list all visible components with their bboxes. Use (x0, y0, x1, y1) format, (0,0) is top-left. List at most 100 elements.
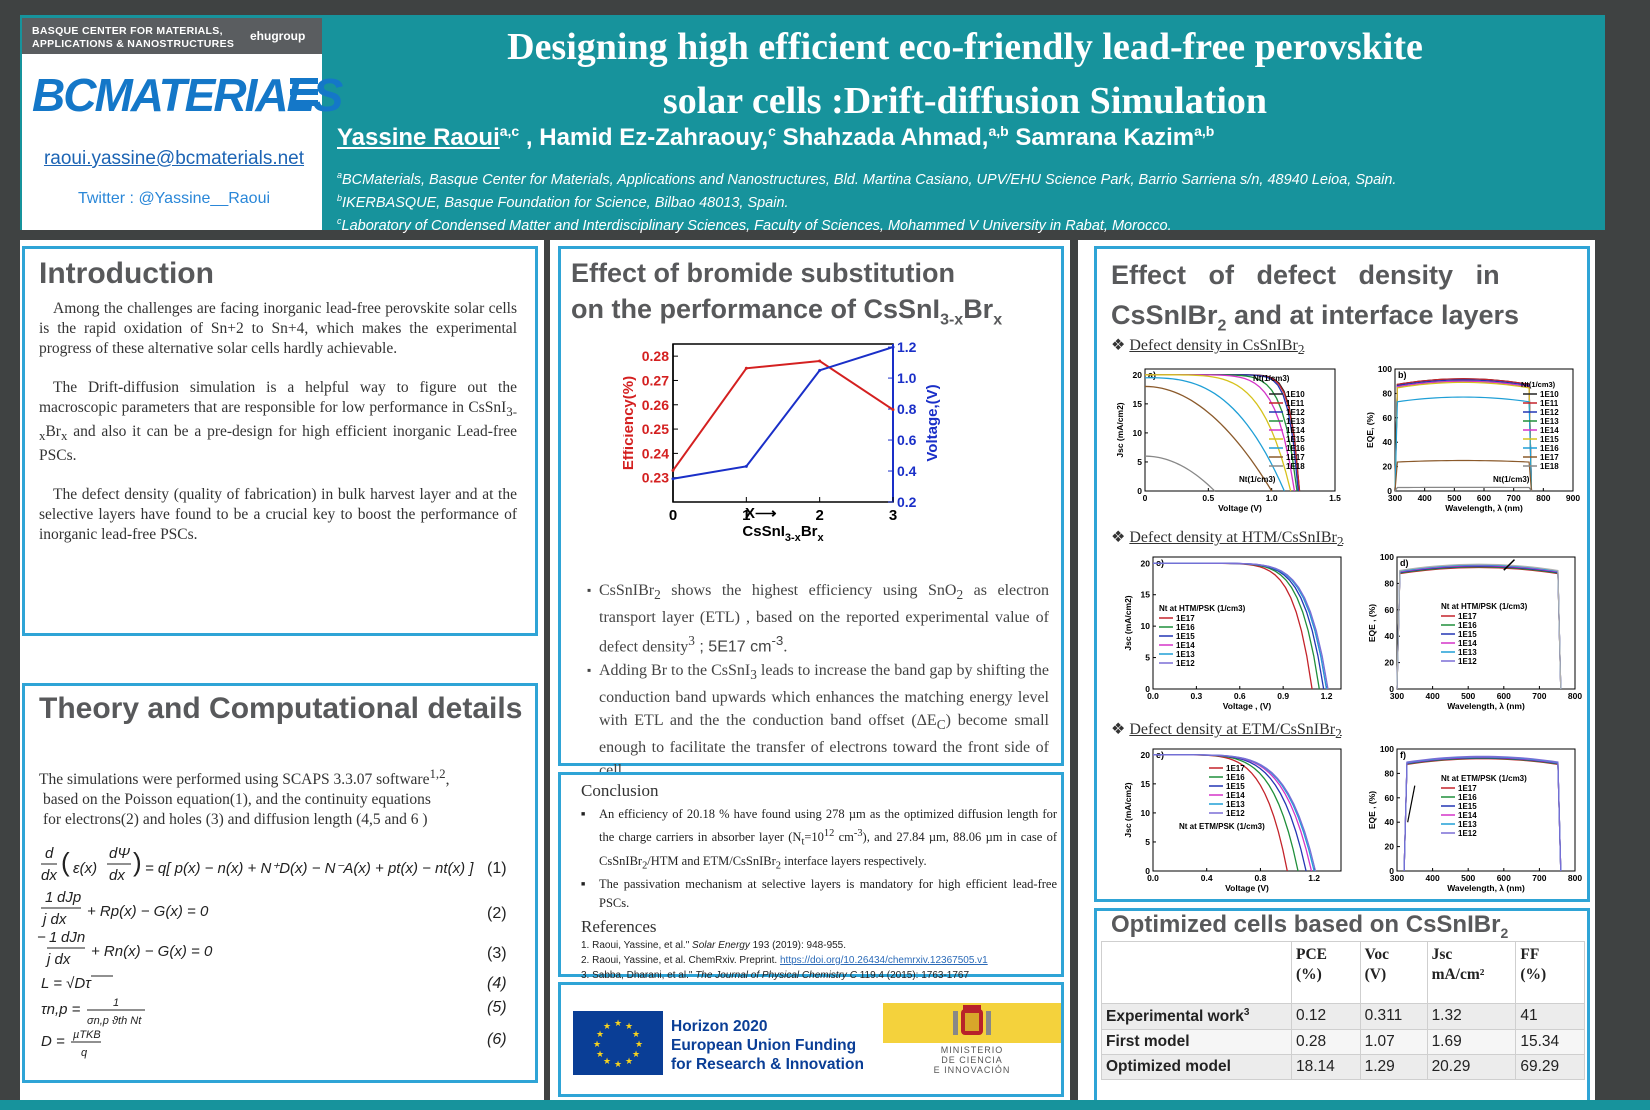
table-row-label: Optimized model (1101, 1054, 1292, 1081)
ministry-line1: MINISTERIO (940, 1045, 1004, 1055)
bromide-heading-text: Br (963, 294, 994, 324)
sub-sub: 2 (1336, 534, 1344, 550)
affiliation-c: cLaboratory of Condensed Matter and Inte… (337, 212, 1396, 235)
sub-text: Defect density at ETM/CsSnIBr (1129, 721, 1336, 738)
table-header-voc: Voc (V) (1359, 941, 1428, 1004)
author-email-link[interactable]: raoui.yassine@bcmaterials.net (43, 148, 305, 169)
bullet-sup: 3 (688, 633, 695, 649)
y-axis-title: Jsc (mA/cm2) (1115, 402, 1125, 457)
legend-label: 1E13 (1540, 417, 1559, 426)
legend-label: 1E17 (1458, 784, 1477, 793)
jv-curve-1E18 (1144, 455, 1216, 492)
right-axis-title: Voltage,(V) (924, 384, 941, 461)
twitter-handle[interactable]: Twitter : @Yassine__Raoui (77, 190, 271, 207)
panel-letter: b) (1398, 370, 1407, 380)
efficiency-point (671, 468, 675, 472)
eqe-curve-1E15 (1396, 565, 1562, 690)
plot-frame (1396, 556, 1576, 690)
title-line2: solar cells :Drift-diffusion Simulation (662, 80, 1268, 122)
eq1-dx: dx (41, 867, 57, 884)
author-sup: a,c (499, 123, 520, 139)
eq-number: (6) (487, 1031, 507, 1048)
title-line1: Designing high efficient eco-friendly le… (507, 26, 1423, 68)
legend-label: 1E11 (1286, 399, 1305, 408)
plot-frame (1152, 748, 1342, 872)
x-tick-label: 600 (1497, 873, 1511, 883)
defect-subheading-bulk: ❖ Defect density in CsSnIBr2 (1111, 337, 1305, 358)
x-axis-title: Voltage , (V) (1223, 701, 1272, 711)
reference-doi-link[interactable]: https://doi.org/10.26434/chemrxiv.123675… (779, 955, 988, 966)
table-row-label: First model (1101, 1029, 1292, 1056)
table-header-empty (1101, 941, 1292, 1004)
left-tick-label: 0.25 (642, 421, 669, 437)
eu-flag-icon: ★ ★ ★ ★ ★ ★ ★ ★ ★ ★ ★ ★ (573, 1011, 663, 1075)
references-heading: References (581, 917, 657, 936)
x-tick-label: 1.0 (1266, 493, 1278, 503)
legend-label: 1E16 (1458, 621, 1477, 630)
poster-title: Designing high efficient eco-friendly le… (330, 20, 1600, 128)
bullet-sup: -3 (771, 633, 784, 649)
legend-label: 1E17 (1286, 453, 1305, 462)
plot-legend: Nt at ETM/PSK (1/cm3)1E171E161E151E141E1… (1441, 774, 1527, 838)
theory-panel: Theory and Computational details The sim… (22, 683, 538, 1083)
eqe-plot-bulk: b) 300 400 500 600 700 800 900 0 20 40 60 80 100 Wavel… (1365, 364, 1580, 513)
spain-crest-icon (953, 1005, 991, 1035)
x-axis-title: Wavelength, λ (nm) (1445, 503, 1523, 513)
logo-institute-line1: BASQUE CENTER FOR MATERIALS, (32, 25, 223, 37)
concl-text: An efficiency of 20.18 % have found usin… (599, 807, 1057, 845)
svg-text:(: ( (61, 847, 70, 877)
author-sup: a,b (988, 123, 1009, 139)
legend-label: 1E15 (1176, 632, 1195, 641)
concl-text: /HTM and ETM/CsSnIBr (647, 853, 776, 868)
legend-title: Nt(1/cm3) (1521, 380, 1556, 389)
svg-text:1: 1 (45, 889, 53, 906)
y-tick-label: 10 (1141, 621, 1151, 631)
svg-text:1: 1 (113, 997, 119, 1009)
x-tick-label: 0.6 (1234, 691, 1246, 701)
y-tick-label: 20 (1385, 842, 1395, 852)
y-tick-label: 40 (1383, 437, 1393, 447)
y-axis-title: EQE , (%) (1367, 791, 1377, 829)
legend-label: 1E16 (1176, 623, 1195, 632)
svg-text:L = √Dτ: L = √Dτ (41, 975, 92, 992)
concl-sub: 2 (642, 860, 648, 872)
right-tick-label: 0.8 (897, 401, 917, 417)
y-tick-label: 0 (1387, 486, 1392, 496)
legend-label: 1E16 (1540, 444, 1559, 453)
th-line: (%) (1296, 966, 1322, 983)
jv-curve-1E17 (1144, 385, 1273, 492)
legend-label: 1E12 (1458, 829, 1477, 838)
eqe-curve-1E14 (1394, 380, 1533, 492)
theory-line-3: for electrons(2) and holes (3) and diffu… (43, 811, 428, 829)
voltage-point (744, 464, 748, 468)
x-tick-label: 0.0 (1147, 873, 1159, 883)
svg-text:q: q (81, 1047, 88, 1059)
concl-sub: t (801, 836, 805, 848)
plot-frame (1394, 368, 1574, 492)
logo-box: BASQUE CENTER FOR MATERIALS, APPLICATION… (22, 18, 343, 230)
reference-2: 2. Raoui, Yassine, et al. ChemRxiv. Prep… (581, 953, 1057, 968)
x-tick-label: 600 (1477, 493, 1491, 503)
x-axis-title: CsSnI3-xBrx (742, 523, 824, 544)
x-tick-label: 800 (1568, 873, 1582, 883)
right-tick-label: 1.2 (897, 339, 917, 355)
theory-line-2: based on the Poisson equation(1), and th… (43, 791, 431, 809)
table-cell: 1.29 (1359, 1054, 1428, 1081)
defect-panel: Effect of defect density in CsSnIBr2 and… (1094, 246, 1590, 902)
table-cell: 18.14 (1291, 1054, 1361, 1081)
references-list: 1. Raoui, Yassine, et al." Solar Energy … (581, 938, 1057, 983)
table-cell: 20.29 (1426, 1054, 1517, 1081)
concl-text: =10 (804, 830, 824, 845)
bcmaterials-logo: BCMATERIALS (32, 69, 343, 121)
intro-p2-text: and also it can be a pre-design for high… (39, 423, 517, 465)
table-cell: 41 (1515, 1002, 1585, 1031)
x-tick-label: 0 (1143, 493, 1148, 503)
left-tick-label: 0.23 (642, 470, 669, 486)
author-list: Yassine Raouia,c , Hamid Ez-Zahraouy,c S… (337, 123, 1215, 151)
legend-label: 1E13 (1458, 820, 1477, 829)
left-tick-label: 0.28 (642, 348, 669, 364)
affiliation-sup: b (337, 192, 343, 203)
legend-label: 1E15 (1540, 435, 1559, 444)
